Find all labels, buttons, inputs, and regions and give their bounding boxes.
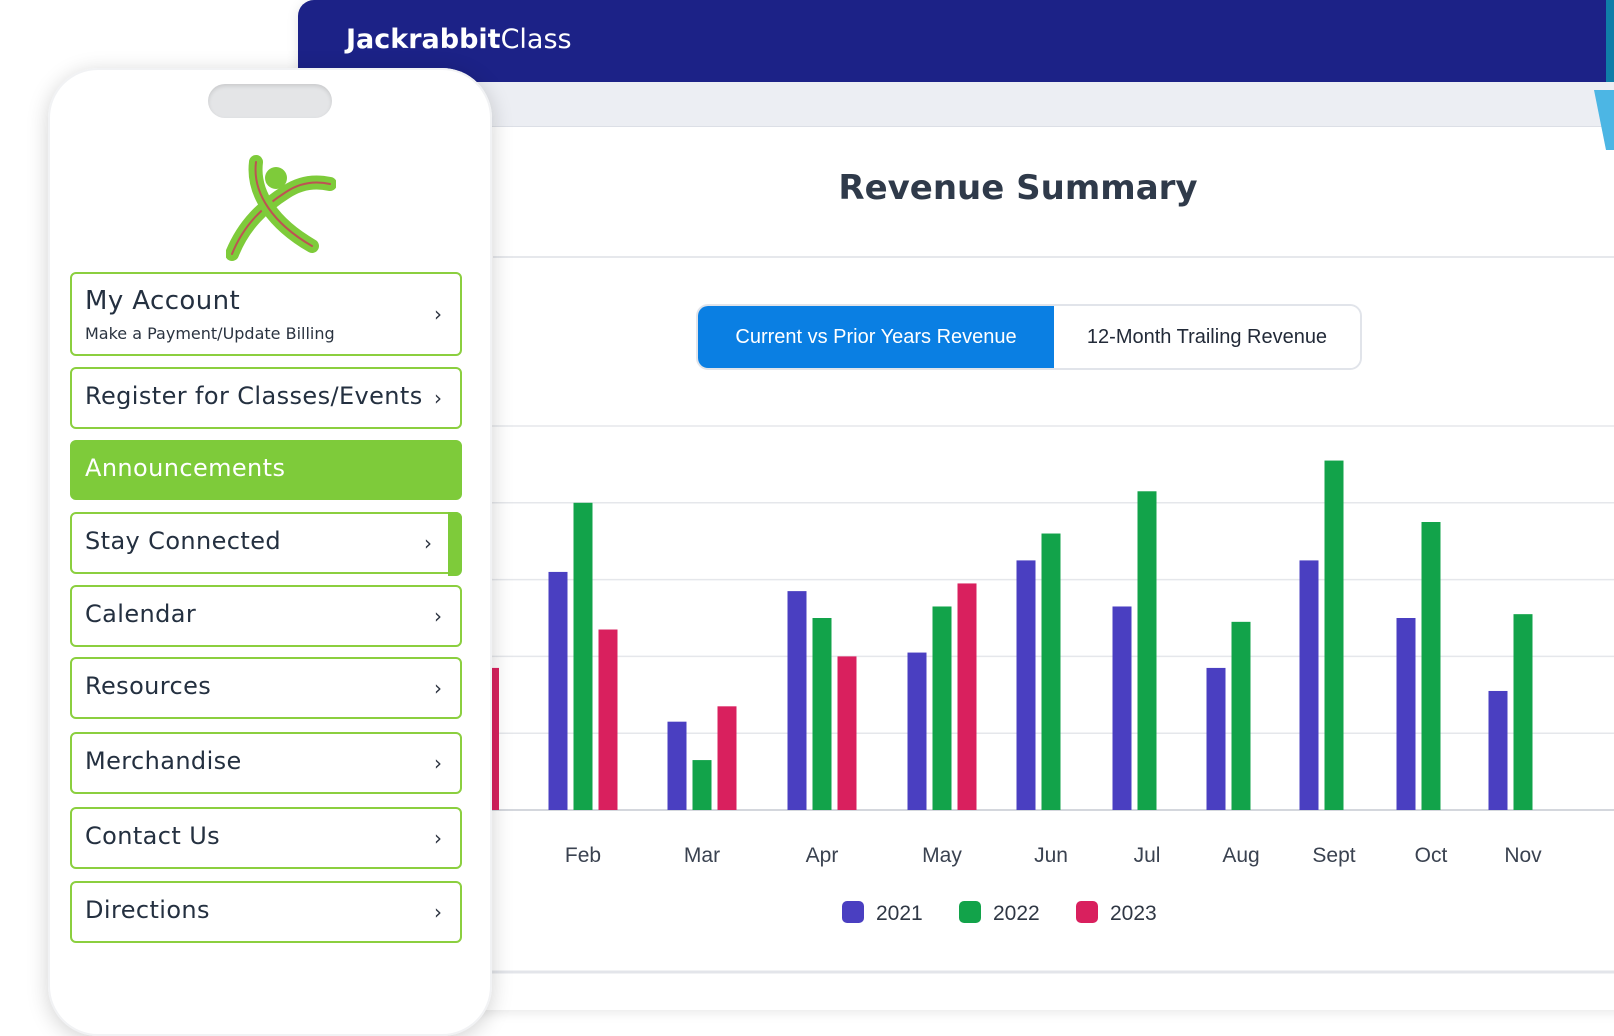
page-title: Revenue Summary xyxy=(838,168,1198,208)
x-tick-label: Sept xyxy=(1312,844,1355,867)
bar-2022-jul xyxy=(1137,491,1157,810)
bar-2021-oct xyxy=(1396,618,1416,810)
divider xyxy=(493,256,1614,258)
bar-2022-jun xyxy=(1041,533,1061,810)
bar-2021-apr xyxy=(787,591,807,810)
bar-2023-may xyxy=(957,583,977,810)
menu-item-label: Stay Connected xyxy=(85,527,282,555)
toolbar-strip xyxy=(298,82,1614,127)
bar-2022-may xyxy=(932,606,952,810)
chevron-right-icon: › xyxy=(434,826,442,850)
bar-2022-apr xyxy=(812,618,832,810)
menu-item-resources[interactable]: Resources › xyxy=(70,657,462,719)
legend-swatch-2021 xyxy=(842,901,864,923)
menu-item-directions[interactable]: Directions › xyxy=(70,881,462,943)
active-indicator xyxy=(448,512,462,576)
chevron-right-icon: › xyxy=(434,676,442,700)
brand-logo: JackrabbitClass xyxy=(346,24,572,55)
bar-2021-jul xyxy=(1112,606,1132,810)
menu-item-label: Register for Classes/Events xyxy=(85,382,423,410)
bar-2022-nov xyxy=(1513,614,1533,810)
legend-label-2023: 2023 xyxy=(1110,902,1157,925)
menu-item-announcements[interactable]: Announcements xyxy=(70,440,462,500)
legend-swatch-2023 xyxy=(1076,901,1098,923)
menu-item-stay-connected[interactable]: Stay Connected › xyxy=(70,512,462,576)
menu-item-label: Directions xyxy=(85,896,210,924)
jackrabbit-logo-icon xyxy=(226,155,336,261)
x-tick-label: Oct xyxy=(1415,844,1448,867)
bar-2022-aug xyxy=(1231,621,1251,810)
menu-item-label: Calendar xyxy=(85,600,197,628)
tab-current-vs-prior-years[interactable]: Current vs Prior Years Revenue xyxy=(698,306,1054,368)
menu-item-merchandise[interactable]: Merchandise › xyxy=(70,732,462,794)
legend-label-2022: 2022 xyxy=(993,902,1040,925)
app-header: JackrabbitClass xyxy=(298,0,1614,92)
chevron-right-icon: › xyxy=(434,751,442,775)
bar-2022-mar xyxy=(692,760,712,810)
menu-item-calendar[interactable]: Calendar › xyxy=(70,585,462,647)
bar-2021-may xyxy=(907,652,927,810)
menu-item-contact-us[interactable]: Contact Us › xyxy=(70,807,462,869)
menu-item-label: Resources xyxy=(85,672,212,700)
decorative-shape xyxy=(1606,0,1614,92)
bar-2021-feb xyxy=(548,571,568,810)
chevron-right-icon: › xyxy=(434,900,442,924)
legend-swatch-2022 xyxy=(959,901,981,923)
chevron-right-icon: › xyxy=(424,531,432,555)
menu-item-register[interactable]: Register for Classes/Events › xyxy=(70,367,462,429)
tab-12-month-trailing[interactable]: 12-Month Trailing Revenue xyxy=(1054,306,1360,368)
x-tick-label: May xyxy=(922,844,962,867)
bar-2022-oct xyxy=(1421,522,1441,810)
menu-item-label: My Account xyxy=(85,286,241,316)
chevron-right-icon: › xyxy=(434,386,442,410)
x-tick-label: Aug xyxy=(1222,844,1259,867)
brand-name-bold: Jackrabbit xyxy=(346,24,501,55)
menu-item-my-account[interactable]: My Account Make a Payment/Update Billing › xyxy=(70,272,462,356)
menu-item-sublabel: Make a Payment/Update Billing xyxy=(85,324,335,343)
bar-2021-aug xyxy=(1206,667,1226,810)
bar-2021-sept xyxy=(1299,560,1319,810)
chevron-right-icon: › xyxy=(434,302,442,326)
bar-2022-feb xyxy=(573,502,593,810)
bar-2023-feb xyxy=(598,629,618,810)
x-tick-label: Mar xyxy=(684,844,720,867)
menu-item-label: Merchandise xyxy=(85,747,242,775)
bar-2022-sept xyxy=(1324,460,1344,810)
legend-label-2021: 2021 xyxy=(876,902,923,925)
bar-2023-apr xyxy=(837,656,857,810)
bar-2021-mar xyxy=(667,721,687,810)
menu-item-label: Announcements xyxy=(85,454,286,482)
chevron-right-icon: › xyxy=(434,604,442,628)
x-tick-label: Jun xyxy=(1034,844,1068,867)
revenue-tab-group: Current vs Prior Years Revenue 12-Month … xyxy=(696,304,1362,370)
menu-item-label: Contact Us xyxy=(85,822,221,850)
phone-notch xyxy=(208,84,332,118)
brand-name-light: Class xyxy=(500,24,572,55)
x-tick-label: Nov xyxy=(1504,844,1542,867)
bar-2021-nov xyxy=(1488,690,1508,810)
x-tick-label: Jul xyxy=(1134,844,1161,867)
bar-2021-jun xyxy=(1016,560,1036,810)
x-tick-label: Apr xyxy=(806,844,839,867)
dashboard-window: JackrabbitClass Revenue Summary Current … xyxy=(298,0,1614,1010)
x-tick-label: Feb xyxy=(565,844,601,867)
bar-2023-mar xyxy=(717,706,737,810)
